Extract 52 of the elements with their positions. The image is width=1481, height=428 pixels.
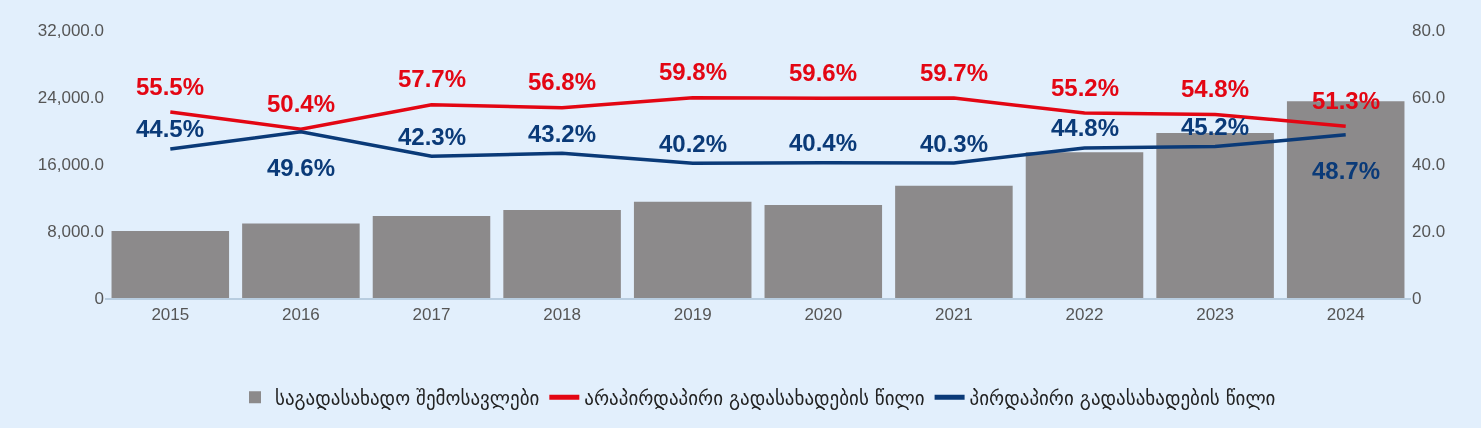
data-label: 50.4% xyxy=(267,90,336,117)
x-tick-label: 2016 xyxy=(281,305,320,325)
x-tick-label: 2021 xyxy=(934,305,973,325)
bar xyxy=(764,205,883,298)
y2-tick-label: 80.0 xyxy=(1412,20,1446,40)
data-label: 56.8% xyxy=(528,68,597,95)
x-tick-label: 2018 xyxy=(543,305,582,325)
legend-label: არაპირდაპირი გადასახადების წილი xyxy=(584,386,925,410)
data-label: 48.7% xyxy=(1312,157,1381,184)
bar xyxy=(111,231,230,298)
data-label: 43.2% xyxy=(528,120,597,147)
y2-tick-label: 0 xyxy=(1412,288,1422,308)
data-label: 55.2% xyxy=(1051,74,1120,101)
data-label: 55.5% xyxy=(136,73,205,100)
x-tick-label: 2019 xyxy=(673,305,712,325)
bar xyxy=(242,223,360,298)
data-label: 49.6% xyxy=(267,154,336,181)
data-label: 40.4% xyxy=(789,129,858,156)
data-label: 40.3% xyxy=(920,130,989,157)
data-label: 42.3% xyxy=(398,123,467,150)
y-tick-label: 0 xyxy=(94,288,104,308)
y2-tick-label: 20.0 xyxy=(1412,221,1446,241)
bar xyxy=(633,201,752,298)
y2-tick-label: 40.0 xyxy=(1412,154,1446,174)
x-tick-label: 2015 xyxy=(151,305,190,325)
data-label: 57.7% xyxy=(398,65,467,92)
data-label: 40.2% xyxy=(659,130,728,157)
bar xyxy=(1156,133,1274,298)
data-label: 59.8% xyxy=(659,58,728,85)
y-tick-label: 8,000.0 xyxy=(47,221,104,241)
legend-label: პირდაპირი გადასახადების წილი xyxy=(969,386,1276,410)
data-label: 54.8% xyxy=(1181,75,1250,102)
y2-tick-label: 60.0 xyxy=(1412,87,1446,107)
y-tick-label: 32,000.0 xyxy=(37,20,104,40)
data-label: 51.3% xyxy=(1312,87,1381,114)
bar xyxy=(503,210,621,298)
x-tick-label: 2017 xyxy=(412,305,451,325)
data-label: 44.8% xyxy=(1051,114,1120,141)
y-tick-label: 24,000.0 xyxy=(37,87,104,107)
legend-label: საგადასახადო შემოსავლები xyxy=(275,386,540,410)
data-label: 59.7% xyxy=(920,59,989,86)
bar xyxy=(372,215,491,298)
data-label: 44.5% xyxy=(136,115,205,142)
y-tick-label: 16,000.0 xyxy=(37,154,104,174)
x-tick-label: 2024 xyxy=(1326,305,1365,325)
data-label: 59.6% xyxy=(789,59,858,86)
x-tick-label: 2020 xyxy=(804,305,843,325)
bar xyxy=(1025,152,1144,298)
x-tick-label: 2022 xyxy=(1065,305,1104,325)
x-tick-label: 2023 xyxy=(1196,305,1235,325)
data-label: 45.2% xyxy=(1181,113,1250,140)
bar xyxy=(895,185,1013,298)
